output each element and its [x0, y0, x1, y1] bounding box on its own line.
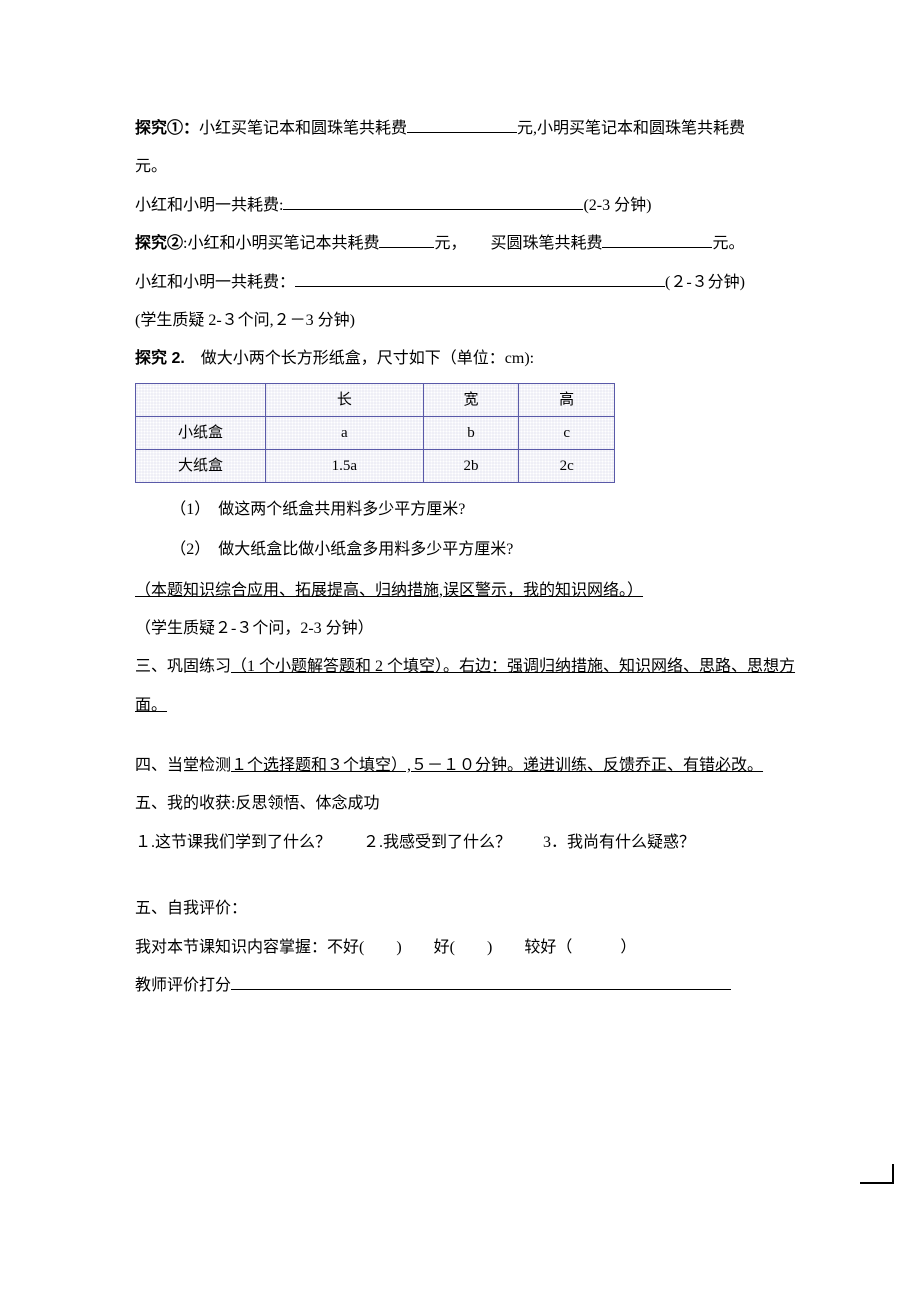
dimensions-table: 长 宽 高 小纸盒 a b c 大纸盒 1.5a 2b 2c [135, 383, 615, 483]
blank[interactable] [231, 989, 731, 990]
inquiry-3-label: 探究 2. [135, 350, 185, 367]
inquiry-2-label: 探究② [135, 235, 183, 252]
table-row: 长 宽 高 [136, 383, 615, 416]
self-eval-line: 我对本节课知识内容掌握：不好( ) 好( ) 较好（ ） [135, 929, 800, 967]
inquiry-3-intro: 探究 2. 做大小两个长方形纸盒，尺寸如下（单位：cm): [135, 340, 800, 378]
table-cell: 小纸盒 [136, 416, 266, 449]
table-row: 大纸盒 1.5a 2b 2c [136, 449, 615, 482]
note-timing: （学生质疑２-３个问，2-3 分钟） [135, 610, 800, 648]
text: 元。 [135, 158, 167, 175]
section-3-prefix: 三、巩固练习 [135, 658, 231, 675]
question-2: （2） 做大纸盒比做小纸盒多用料多少平方厘米? [135, 531, 800, 569]
note-summary: （本题知识综合应用、拓展提高、归纳措施,误区警示，我的知识网络。） [135, 572, 800, 610]
corner-mark-icon [860, 1164, 894, 1184]
text: 元。 [712, 235, 744, 252]
inquiry-1-line-3: 小红和小明一共耗费: (2-3 分钟) [135, 187, 800, 225]
table-cell: 1.5a [266, 449, 424, 482]
text: :小红和小明买笔记本共耗费 [183, 235, 379, 252]
table-cell: 2b [423, 449, 519, 482]
text: 元,小明买笔记本和圆珠笔共耗费 [517, 120, 745, 137]
blank[interactable] [602, 247, 712, 248]
table-cell: 高 [519, 383, 615, 416]
section-4-underline: １个选择题和３个填空）,５－１０分钟。递进训练、反馈乔正、有错必改。 [231, 757, 763, 774]
text: (2-3 分钟) [583, 197, 651, 214]
inquiry-1-label: 探究①： [135, 120, 199, 137]
blank[interactable] [407, 132, 517, 133]
teacher-eval-label: 教师评价打分 [135, 977, 231, 994]
section-3: 三、巩固练习（1 个小题解答题和 2 个填空）。右边：强调归纳措施、知识网络、思… [135, 648, 800, 725]
section-5-questions: １.这节课我们学到了什么？ ２.我感受到了什么？ 3．我尚有什么疑惑？ [135, 824, 800, 862]
section-5a: 五、我的收获:反思领悟、体念成功 [135, 785, 800, 823]
section-4-prefix: 四、当堂检测 [135, 757, 231, 774]
question-1: （1） 做这两个纸盒共用料多少平方厘米? [135, 491, 800, 529]
blank[interactable] [379, 247, 434, 248]
text: (２-３分钟) [665, 274, 745, 291]
text: 小红和小明一共耗费: [135, 197, 283, 214]
inquiry-1-line-1: 探究①：小红买笔记本和圆珠笔共耗费 元,小明买笔记本和圆珠笔共耗费 [135, 110, 800, 148]
table-cell: b [423, 416, 519, 449]
text: 小红买笔记本和圆珠笔共耗费 [199, 120, 407, 137]
table-cell: 2c [519, 449, 615, 482]
table-cell: a [266, 416, 424, 449]
blank[interactable] [283, 209, 583, 210]
section-4: 四、当堂检测１个选择题和３个填空）,５－１０分钟。递进训练、反馈乔正、有错必改。 [135, 747, 800, 785]
table-cell: c [519, 416, 615, 449]
table-cell: 长 [266, 383, 424, 416]
text: 元， 买圆珠笔共耗费 [434, 235, 602, 252]
blank[interactable] [295, 286, 665, 287]
teacher-eval-line: 教师评价打分 [135, 967, 800, 1005]
table-cell [136, 383, 266, 416]
text: (学生质疑 2-３个问,２－3 分钟) [135, 312, 355, 329]
inquiry-1-line-2: 元。 [135, 148, 800, 186]
table-row: 小纸盒 a b c [136, 416, 615, 449]
inquiry-2-line-3: (学生质疑 2-３个问,２－3 分钟) [135, 302, 800, 340]
text: 做大小两个长方形纸盒，尺寸如下（单位：cm): [185, 350, 534, 367]
text: 小红和小明一共耗费： [135, 274, 295, 291]
table-cell: 宽 [423, 383, 519, 416]
table-cell: 大纸盒 [136, 449, 266, 482]
section-3-underline: （1 个小题解答题和 2 个填空）。右边：强调归纳措施、知识网络、思路、思想方面… [135, 658, 795, 713]
inquiry-2-line-2: 小红和小明一共耗费： (２-３分钟) [135, 264, 800, 302]
section-5b: 五、自我评价： [135, 890, 800, 928]
inquiry-2-line-1: 探究②:小红和小明买笔记本共耗费 元， 买圆珠笔共耗费 元。 [135, 225, 800, 263]
